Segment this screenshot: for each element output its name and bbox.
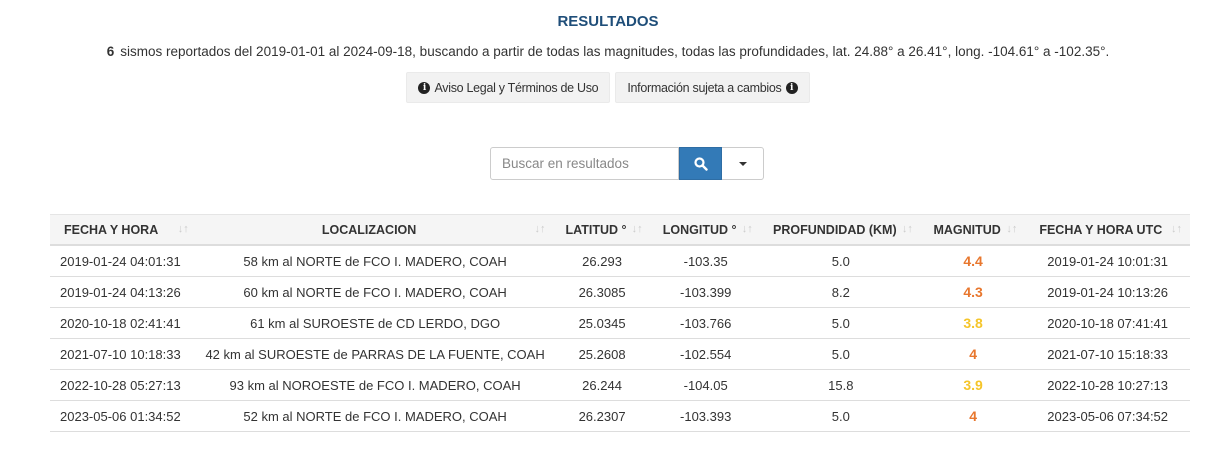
column-header-label: FECHA Y HORA UTC xyxy=(1039,222,1163,237)
location-cell: 93 km al NOROESTE de FCO I. MADERO, COAH xyxy=(196,369,554,401)
magnitude-cell: 4 xyxy=(920,400,1026,432)
search-input[interactable] xyxy=(490,147,679,180)
column-header[interactable]: PROFUNDIDAD (KM) ↓↑ xyxy=(760,214,921,246)
info-label: Información sujeta a cambios xyxy=(627,80,782,95)
location-cell: 58 km al NORTE de FCO I. MADERO, COAH xyxy=(196,245,554,277)
latitude-cell: 26.244 xyxy=(553,369,651,401)
sort-icon[interactable]: ↓↑ xyxy=(631,223,643,235)
depth-cell: 5.0 xyxy=(760,245,921,277)
sort-icon[interactable]: ↓↑ xyxy=(1006,223,1018,235)
utc-date-time-cell: 2021-07-10 15:18:33 xyxy=(1025,338,1190,370)
location-cell: 61 km al SUROESTE de CD LERDO, DGO xyxy=(196,307,554,339)
sort-icon[interactable]: ↓↑ xyxy=(177,223,189,235)
longitude-cell: -104.05 xyxy=(650,369,761,401)
latitude-cell: 25.0345 xyxy=(553,307,651,339)
column-header[interactable]: FECHA Y HORA ↓↑ xyxy=(50,214,197,246)
date-time-cell: 2019-01-24 04:13:26 xyxy=(50,276,197,308)
utc-date-time-cell: 2020-10-18 07:41:41 xyxy=(1025,307,1190,339)
latitude-cell: 25.2608 xyxy=(553,338,651,370)
table-row[interactable]: 2019-01-24 04:01:31 58 km al NORTE de FCO… xyxy=(50,245,1190,277)
depth-cell: 5.0 xyxy=(760,400,921,432)
date-time-cell: 2019-01-24 04:01:31 xyxy=(50,245,197,277)
longitude-cell: -103.766 xyxy=(650,307,761,339)
column-header-label: LONGITUD ° xyxy=(662,222,737,237)
latitude-cell: 26.3085 xyxy=(553,276,651,308)
utc-date-time-cell: 2019-01-24 10:01:31 xyxy=(1025,245,1190,277)
depth-cell: 5.0 xyxy=(760,307,921,339)
column-header[interactable]: LONGITUD ° ↓↑ xyxy=(650,214,761,246)
summary-text: sismos reportados del 2019-01-01 al 2024… xyxy=(120,44,1110,59)
table-row[interactable]: 2021-07-10 10:18:33 42 km al SUROESTE de … xyxy=(50,338,1190,370)
result-count: 6 xyxy=(106,44,115,59)
legal-terms-button[interactable]: i Aviso Legal y Términos de Uso xyxy=(406,72,611,103)
location-cell: 52 km al NORTE de FCO I. MADERO, COAH xyxy=(196,400,554,432)
date-time-cell: 2022-10-28 05:27:13 xyxy=(50,369,197,401)
table-row[interactable]: 2020-10-18 02:41:41 61 km al SUROESTE de … xyxy=(50,307,1190,339)
caret-down-icon xyxy=(738,161,747,166)
options-dropdown-button[interactable] xyxy=(722,147,764,180)
depth-cell: 15.8 xyxy=(760,369,921,401)
longitude-cell: -102.554 xyxy=(650,338,761,370)
sort-icon[interactable]: ↓↑ xyxy=(901,223,913,235)
column-header-label: PROFUNDIDAD (KM) xyxy=(773,222,897,237)
magnitude-cell: 4.4 xyxy=(920,245,1026,277)
column-header[interactable]: FECHA Y HORA UTC ↓↑ xyxy=(1025,214,1190,246)
column-header-label: LOCALIZACION xyxy=(321,222,417,237)
longitude-cell: -103.35 xyxy=(650,245,761,277)
table-row[interactable]: 2019-01-24 04:13:26 60 km al NORTE de FCO… xyxy=(50,276,1190,308)
magnitude-cell: 3.8 xyxy=(920,307,1026,339)
depth-cell: 5.0 xyxy=(760,338,921,370)
date-time-cell: 2021-07-10 10:18:33 xyxy=(50,338,197,370)
column-header[interactable]: LATITUD ° ↓↑ xyxy=(553,214,651,246)
info-subject-to-change-button[interactable]: Información sujeta a cambios i xyxy=(615,72,810,103)
utc-date-time-cell: 2019-01-24 10:13:26 xyxy=(1025,276,1190,308)
latitude-cell: 26.293 xyxy=(553,245,651,277)
sort-icon[interactable]: ↓↑ xyxy=(741,223,753,235)
search-icon xyxy=(693,156,708,171)
table-row[interactable]: 2023-05-06 01:34:52 52 km al NORTE de FCO… xyxy=(50,400,1190,432)
column-header-label: MAGNITUD xyxy=(933,222,1001,237)
info-icon: i xyxy=(785,81,798,94)
column-header-label: LATITUD ° xyxy=(565,222,627,237)
utc-date-time-cell: 2022-10-28 10:27:13 xyxy=(1025,369,1190,401)
results-summary: 6 sismos reportados del 2019-01-01 al 202… xyxy=(0,44,1216,59)
legal-terms-label: Aviso Legal y Términos de Uso xyxy=(434,80,599,95)
column-header-label: FECHA Y HORA xyxy=(64,222,159,237)
search-group xyxy=(490,147,764,180)
longitude-cell: -103.393 xyxy=(650,400,761,432)
search-button[interactable] xyxy=(679,147,722,180)
info-icon: i xyxy=(418,81,431,94)
page-title: RESULTADOS xyxy=(557,13,659,30)
magnitude-cell: 4.3 xyxy=(920,276,1026,308)
utc-date-time-cell: 2023-05-06 07:34:52 xyxy=(1025,400,1190,432)
latitude-cell: 26.2307 xyxy=(553,400,651,432)
date-time-cell: 2020-10-18 02:41:41 xyxy=(50,307,197,339)
table-row[interactable]: 2022-10-28 05:27:13 93 km al NOROESTE de … xyxy=(50,369,1190,401)
location-cell: 60 km al NORTE de FCO I. MADERO, COAH xyxy=(196,276,554,308)
location-cell: 42 km al SUROESTE de PARRAS DE LA FUENTE… xyxy=(196,338,554,370)
magnitude-cell: 3.9 xyxy=(920,369,1026,401)
sort-icon[interactable]: ↓↑ xyxy=(534,223,546,235)
date-time-cell: 2023-05-06 01:34:52 xyxy=(50,400,197,432)
depth-cell: 8.2 xyxy=(760,276,921,308)
column-header[interactable]: MAGNITUD ↓↑ xyxy=(920,214,1026,246)
column-header[interactable]: LOCALIZACION ↓↑ xyxy=(196,214,554,246)
magnitude-cell: 4 xyxy=(920,338,1026,370)
sort-icon[interactable]: ↓↑ xyxy=(1171,223,1182,235)
results-table: FECHA Y HORA ↓↑ LOCALIZACION ↓↑ LATITUD ° ↓↑ L… xyxy=(50,214,1190,432)
longitude-cell: -103.399 xyxy=(650,276,761,308)
